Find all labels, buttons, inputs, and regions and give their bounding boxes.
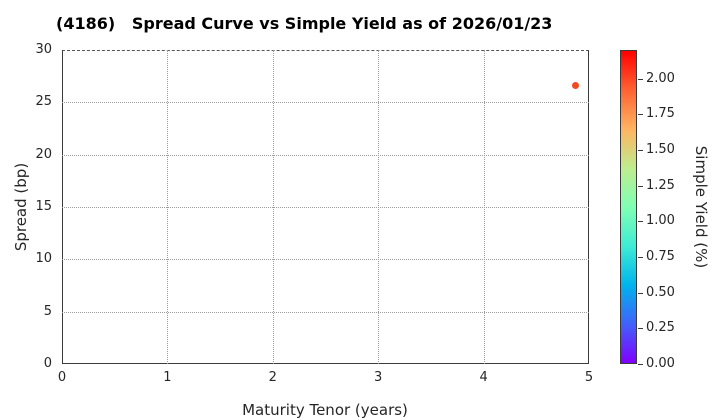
x-tick-label: 4 — [479, 370, 488, 385]
colorbar-tick-label: 1.00 — [646, 213, 675, 229]
colorbar-tick — [638, 364, 643, 365]
colorbar-tick — [638, 292, 643, 294]
colorbar-tick — [638, 221, 643, 223]
y-grid-line — [62, 259, 589, 261]
colorbar-tick-label: 2.00 — [646, 70, 675, 86]
x-axis-label: Maturity Tenor (years) — [242, 401, 408, 419]
x-tick-label: 1 — [163, 370, 172, 385]
colorbar-tick — [638, 149, 643, 151]
y-grid-line — [62, 154, 589, 156]
y-grid-line — [62, 207, 589, 208]
x-tick-label: 3 — [374, 370, 383, 385]
colorbar-label: Simple Yield (%) — [692, 145, 710, 269]
chart-title: (4186) Spread Curve vs Simple Yield as o… — [56, 14, 553, 33]
y-grid-line — [62, 102, 589, 104]
colorbar-tick-label: 0.25 — [646, 320, 675, 336]
y-grid-line — [62, 311, 589, 313]
colorbar-tick-label: 0.50 — [646, 284, 675, 300]
colorbar-tick — [638, 328, 643, 330]
data-point — [571, 82, 579, 90]
colorbar-tick — [638, 114, 643, 116]
y-tick-label: 5 — [43, 303, 52, 319]
x-tick-label: 2 — [268, 370, 277, 385]
y-tick-label: 0 — [43, 356, 52, 371]
colorbar-tick-label: 0.00 — [646, 356, 675, 371]
y-tick-label: 15 — [35, 199, 52, 214]
y-tick-label: 25 — [35, 94, 52, 110]
colorbar-tick — [638, 185, 643, 187]
colorbar-tick-label: 1.50 — [646, 141, 675, 157]
colorbar-tick-label: 1.25 — [646, 177, 675, 193]
colorbar-tick — [638, 78, 643, 80]
y-axis-label: Spread (bp) — [12, 162, 30, 252]
colorbar — [620, 50, 637, 364]
colorbar-tick — [638, 257, 643, 258]
colorbar-tick-label: 1.75 — [646, 106, 675, 122]
x-tick-label: 5 — [584, 370, 594, 385]
colorbar-tick-label: 0.75 — [646, 249, 675, 264]
y-tick-label: 20 — [35, 146, 52, 162]
x-tick-label: 0 — [57, 370, 67, 385]
y-tick-label: 30 — [35, 42, 52, 57]
y-tick-label: 10 — [35, 251, 52, 267]
